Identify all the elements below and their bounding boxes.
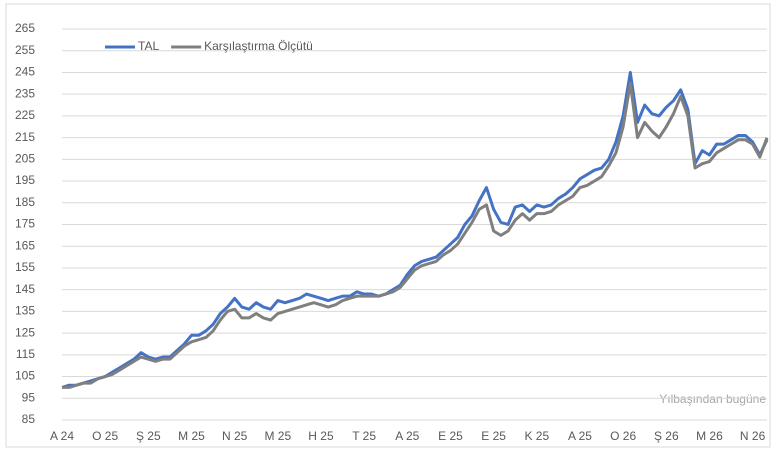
y-tick-label: 245	[15, 65, 35, 79]
x-tick-label: Ş 26	[654, 429, 679, 443]
annotation: Yılbaşından bugüne	[659, 392, 766, 406]
y-tick-label: 215	[15, 130, 35, 144]
x-tick-label: K 25	[524, 429, 549, 443]
series-line	[62, 81, 769, 389]
y-tick-label: 195	[15, 173, 35, 187]
y-tick-label: 165	[15, 238, 35, 252]
y-tick-label: 265	[15, 21, 35, 35]
x-tick-label: M 25	[264, 429, 291, 443]
y-tick-label: 105	[15, 369, 35, 383]
chart-frame	[5, 3, 771, 448]
x-tick-label: O 25	[92, 429, 118, 443]
y-tick-label: 145	[15, 282, 35, 296]
y-tick-label: 115	[16, 347, 35, 361]
y-tick-label: 135	[15, 304, 35, 318]
x-tick-label: O 26	[610, 429, 636, 443]
legend-label: Karşılaştırma Ölçütü	[204, 39, 313, 53]
y-tick-label: 175	[15, 217, 35, 231]
x-tick-label: E 25	[438, 429, 463, 443]
x-tick-label: E 25	[481, 429, 506, 443]
series-line	[61, 70, 769, 389]
legend-label: TAL	[138, 39, 159, 53]
y-tick-label: 255	[15, 43, 35, 57]
y-tick-label: 125	[15, 325, 35, 339]
x-tick-label: A 25	[568, 429, 592, 443]
y-tick-label: 235	[15, 86, 35, 100]
x-tick-label: H 25	[308, 429, 334, 443]
y-tick-label: 185	[15, 195, 35, 209]
x-tick-label: Ş 25	[136, 429, 161, 443]
x-tick-label: A 24	[50, 429, 74, 443]
y-tick-label: 95	[22, 390, 36, 404]
x-tick-label: M 26	[696, 429, 723, 443]
y-tick-label: 155	[15, 260, 35, 274]
x-tick-label: N 26	[740, 429, 766, 443]
y-tick-label: 205	[15, 152, 35, 166]
x-tick-label: N 25	[222, 429, 248, 443]
y-tick-label: 225	[15, 108, 35, 122]
x-tick-label: A 25	[395, 429, 419, 443]
x-tick-label: T 25	[352, 429, 376, 443]
y-tick-label: 85	[22, 412, 36, 426]
x-tick-label: M 25	[178, 429, 205, 443]
